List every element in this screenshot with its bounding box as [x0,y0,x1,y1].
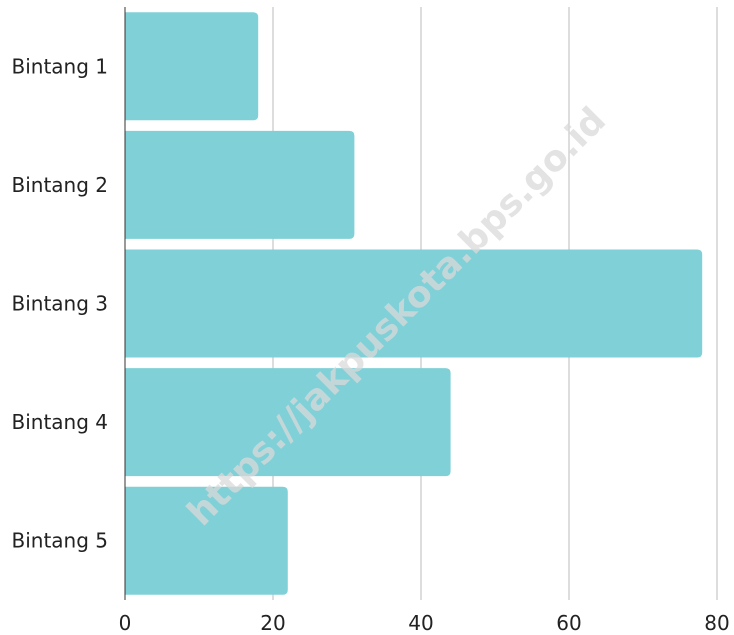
category-label: Bintang 5 [11,529,108,553]
x-tick-label: 40 [408,611,433,635]
x-tick-label: 20 [260,611,285,635]
bar-3 [125,249,703,358]
x-tick-label: 80 [704,611,729,635]
bar-5 [125,486,288,595]
bars [125,12,703,595]
bar-2 [125,130,355,239]
bar-1 [125,12,259,121]
x-tick-label: 60 [556,611,581,635]
bar-4 [125,368,451,477]
category-label: Bintang 2 [11,173,108,197]
category-labels: Bintang 1 Bintang 2 Bintang 3 Bintang 4 Bint… [11,54,108,552]
x-tick-labels: 0 20 40 60 80 [119,611,730,635]
category-label: Bintang 3 [11,292,108,316]
category-label: Bintang 1 [11,54,108,78]
x-tick-label: 0 [119,611,132,635]
category-label: Bintang 4 [11,410,108,434]
